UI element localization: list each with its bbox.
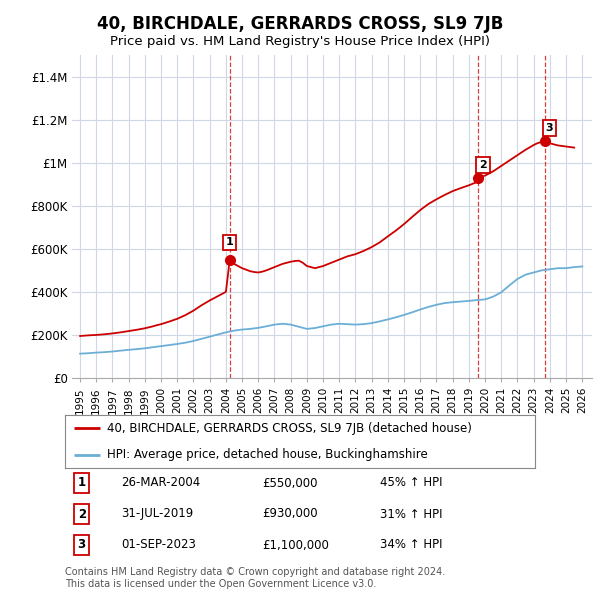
Text: 1: 1 bbox=[226, 237, 233, 247]
Text: 45% ↑ HPI: 45% ↑ HPI bbox=[380, 477, 442, 490]
Text: 01-SEP-2023: 01-SEP-2023 bbox=[121, 539, 196, 552]
Text: 1: 1 bbox=[77, 477, 86, 490]
Text: 3: 3 bbox=[77, 539, 86, 552]
Text: 40, BIRCHDALE, GERRARDS CROSS, SL9 7JB (detached house): 40, BIRCHDALE, GERRARDS CROSS, SL9 7JB (… bbox=[107, 422, 472, 435]
Text: Contains HM Land Registry data © Crown copyright and database right 2024.
This d: Contains HM Land Registry data © Crown c… bbox=[65, 567, 445, 589]
Text: 2: 2 bbox=[77, 507, 86, 520]
Text: £930,000: £930,000 bbox=[262, 507, 318, 520]
Text: 26-MAR-2004: 26-MAR-2004 bbox=[121, 477, 200, 490]
Text: 2: 2 bbox=[479, 160, 487, 170]
Text: 31% ↑ HPI: 31% ↑ HPI bbox=[380, 507, 442, 520]
Text: 40, BIRCHDALE, GERRARDS CROSS, SL9 7JB: 40, BIRCHDALE, GERRARDS CROSS, SL9 7JB bbox=[97, 15, 503, 33]
Text: £550,000: £550,000 bbox=[262, 477, 318, 490]
Text: 3: 3 bbox=[545, 123, 553, 133]
Text: 34% ↑ HPI: 34% ↑ HPI bbox=[380, 539, 442, 552]
Text: Price paid vs. HM Land Registry's House Price Index (HPI): Price paid vs. HM Land Registry's House … bbox=[110, 35, 490, 48]
Text: HPI: Average price, detached house, Buckinghamshire: HPI: Average price, detached house, Buck… bbox=[107, 448, 428, 461]
Text: £1,100,000: £1,100,000 bbox=[262, 539, 329, 552]
Text: 31-JUL-2019: 31-JUL-2019 bbox=[121, 507, 194, 520]
